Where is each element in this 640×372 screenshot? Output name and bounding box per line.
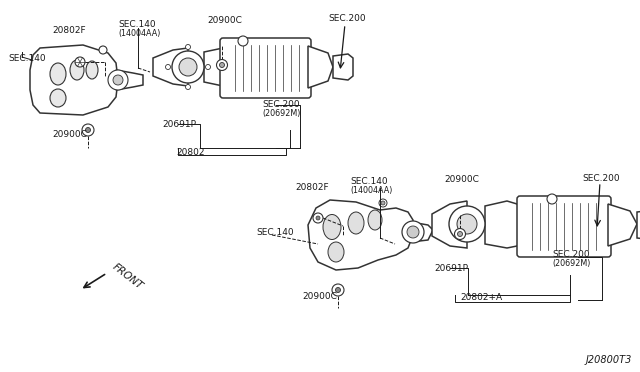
Circle shape — [457, 214, 477, 234]
Polygon shape — [333, 54, 353, 80]
Circle shape — [381, 201, 385, 205]
Text: SEC.140: SEC.140 — [118, 20, 156, 29]
Polygon shape — [153, 48, 188, 86]
Circle shape — [332, 284, 344, 296]
Circle shape — [186, 84, 191, 90]
Circle shape — [99, 46, 107, 54]
Text: (14004AA): (14004AA) — [350, 186, 392, 195]
Circle shape — [108, 70, 128, 90]
Circle shape — [186, 45, 191, 49]
Text: (20692M): (20692M) — [262, 109, 300, 118]
Circle shape — [220, 62, 225, 67]
Polygon shape — [411, 222, 433, 242]
Text: SEC.200: SEC.200 — [552, 250, 589, 259]
Text: 20900C: 20900C — [302, 292, 337, 301]
Ellipse shape — [86, 61, 98, 79]
Circle shape — [458, 231, 463, 237]
Text: SEC.140: SEC.140 — [256, 228, 294, 237]
Polygon shape — [485, 201, 522, 248]
Text: FRONT: FRONT — [110, 262, 144, 292]
Text: 20900C: 20900C — [207, 16, 242, 25]
Text: (20692M): (20692M) — [552, 259, 590, 268]
Text: 20802+A: 20802+A — [460, 293, 502, 302]
Circle shape — [547, 194, 557, 204]
Text: 20900C: 20900C — [52, 130, 87, 139]
Ellipse shape — [50, 63, 66, 85]
Ellipse shape — [50, 89, 66, 107]
Text: 20802F: 20802F — [52, 26, 86, 35]
Circle shape — [86, 128, 90, 132]
Circle shape — [113, 75, 123, 85]
Circle shape — [379, 199, 387, 207]
Polygon shape — [116, 70, 143, 90]
Text: J20800T3: J20800T3 — [586, 355, 632, 365]
Ellipse shape — [348, 212, 364, 234]
Polygon shape — [432, 201, 467, 248]
Text: (14004AA): (14004AA) — [118, 29, 161, 38]
Text: 20802: 20802 — [176, 148, 205, 157]
Ellipse shape — [368, 210, 382, 230]
Circle shape — [449, 206, 485, 242]
Text: 20900C: 20900C — [444, 175, 479, 184]
Ellipse shape — [328, 242, 344, 262]
Circle shape — [316, 216, 320, 220]
Circle shape — [454, 228, 465, 240]
Circle shape — [179, 58, 197, 76]
Circle shape — [216, 60, 227, 71]
Circle shape — [402, 221, 424, 243]
Polygon shape — [637, 210, 640, 240]
Circle shape — [166, 64, 170, 70]
Circle shape — [238, 36, 248, 46]
Text: 20691P: 20691P — [434, 264, 468, 273]
Circle shape — [172, 51, 204, 83]
Circle shape — [407, 226, 419, 238]
Ellipse shape — [70, 60, 84, 80]
Text: 20802F: 20802F — [295, 183, 328, 192]
Circle shape — [205, 64, 211, 70]
Polygon shape — [308, 200, 413, 270]
Text: SEC.200: SEC.200 — [262, 100, 300, 109]
Text: SEC.200: SEC.200 — [582, 174, 620, 183]
Text: SEC.200: SEC.200 — [328, 14, 365, 23]
Text: 20691P: 20691P — [162, 120, 196, 129]
Polygon shape — [608, 204, 637, 246]
Text: SEC.140: SEC.140 — [350, 177, 388, 186]
Circle shape — [335, 288, 340, 292]
Polygon shape — [30, 45, 118, 115]
Polygon shape — [308, 46, 333, 88]
Text: SEC.140: SEC.140 — [8, 54, 45, 63]
Circle shape — [313, 213, 323, 223]
FancyBboxPatch shape — [220, 38, 311, 98]
Polygon shape — [204, 48, 223, 86]
Circle shape — [75, 57, 85, 67]
Circle shape — [82, 124, 94, 136]
Ellipse shape — [323, 215, 341, 240]
FancyBboxPatch shape — [517, 196, 611, 257]
